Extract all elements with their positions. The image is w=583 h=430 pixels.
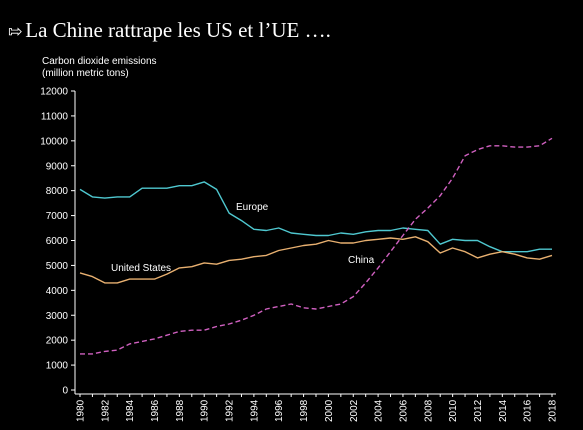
x-tick-label: 1982 [100, 399, 111, 422]
x-tick-label: 2004 [374, 399, 385, 422]
y-tick-label: 11000 [41, 111, 69, 122]
y-tick-label: 5000 [46, 261, 69, 272]
arrow-bullet-icon: ⇰ [8, 22, 23, 41]
y-axis-label-line-1: Carbon dioxide emissions [42, 56, 157, 67]
china-series-line [80, 137, 553, 355]
china-series-label: China [348, 255, 375, 266]
y-axis-label: Carbon dioxide emissions (million metric… [42, 56, 157, 80]
y-tick-label: 4000 [46, 286, 69, 297]
x-tick-label: 2012 [473, 399, 484, 422]
y-tick-label: 9000 [46, 161, 69, 172]
x-tick-label: 1990 [200, 399, 211, 422]
chart-series-labels: Europe United States China [111, 202, 375, 274]
y-tick-label: 12000 [40, 87, 68, 98]
x-tick-label: 1996 [274, 399, 285, 422]
x-tick-label: 2016 [523, 399, 534, 422]
y-tick-label: 8000 [46, 186, 69, 197]
x-tick-label: 1984 [125, 399, 136, 422]
x-tick-label: 2014 [498, 399, 509, 422]
y-tick-label: 7000 [46, 211, 69, 222]
slide-title-text: La Chine rattrape les US et l’UE …. [25, 18, 331, 42]
x-tick-label: 2000 [324, 399, 335, 422]
europe-series-label: Europe [236, 202, 269, 213]
chart-series [79, 137, 553, 355]
slide-title: ⇰ La Chine rattrape les US et l’UE …. [8, 16, 331, 46]
y-tick-label: 1000 [46, 361, 69, 372]
y-tick-label: 3000 [46, 311, 69, 322]
y-tick-label: 10000 [40, 136, 68, 147]
y-tick-label: 0 [62, 386, 68, 397]
x-tick-label: 2010 [448, 399, 459, 422]
x-tick-label: 2008 [423, 399, 434, 422]
x-tick-label: 1988 [175, 399, 186, 422]
united-states-series-label: United States [111, 263, 171, 274]
y-tick-label: 2000 [46, 336, 69, 347]
y-axis-label-line-2: (million metric tons) [42, 68, 129, 79]
chart-axes: 0 1000 2000 3000 4000 5000 6000 7000 8000 9000 100… [40, 87, 558, 423]
europe-series-line [79, 181, 552, 253]
x-tick-label: 1992 [225, 399, 236, 422]
x-tick-label: 2006 [398, 399, 409, 422]
x-tick-label: 1986 [150, 399, 161, 422]
x-tick-label: 2018 [548, 399, 559, 422]
x-tick-label: 1980 [76, 399, 87, 422]
x-tick-label: 2002 [349, 399, 360, 422]
x-tick-label: 1998 [299, 399, 310, 422]
x-tick-label: 1994 [249, 399, 260, 422]
y-tick-label: 6000 [46, 236, 69, 247]
united-states-series-line [79, 236, 553, 284]
